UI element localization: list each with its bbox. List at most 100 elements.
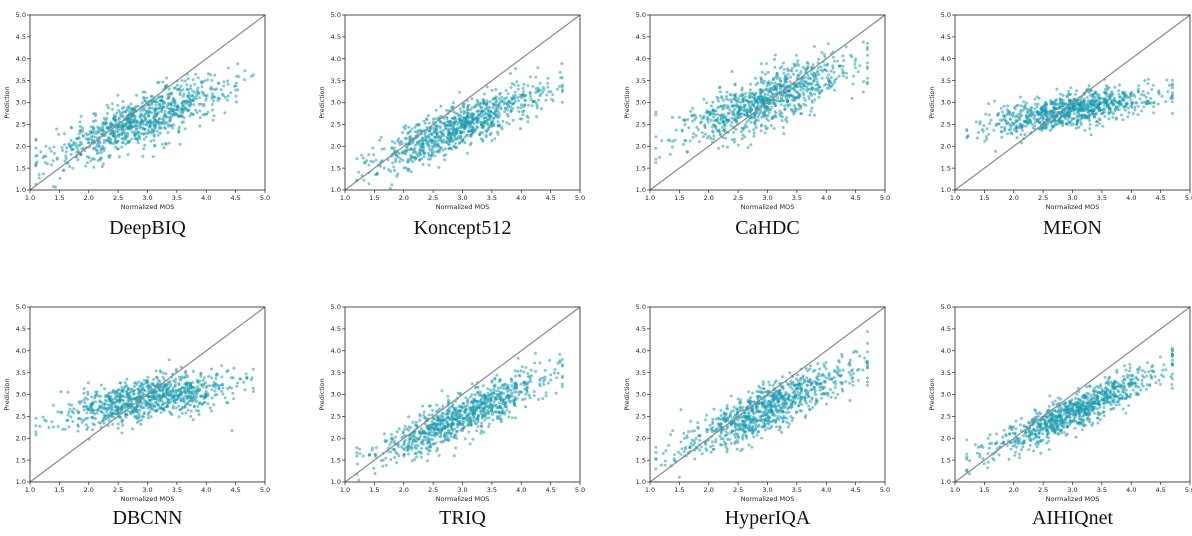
data-point bbox=[200, 85, 204, 89]
data-point bbox=[498, 92, 501, 96]
data-point bbox=[519, 127, 522, 131]
data-point bbox=[163, 126, 166, 130]
data-point bbox=[485, 416, 489, 420]
data-point bbox=[498, 105, 502, 109]
data-point bbox=[178, 142, 182, 146]
data-point bbox=[196, 404, 200, 408]
data-point bbox=[517, 110, 521, 113]
data-point bbox=[79, 114, 83, 118]
data-point bbox=[61, 149, 64, 152]
data-point bbox=[67, 143, 71, 147]
data-point bbox=[210, 388, 214, 392]
x-tick-label: 2.0 bbox=[84, 194, 94, 202]
data-point bbox=[1066, 93, 1070, 96]
data-point bbox=[1003, 125, 1007, 129]
data-point bbox=[983, 139, 987, 143]
data-point bbox=[772, 127, 776, 130]
data-point bbox=[86, 408, 90, 412]
data-point bbox=[445, 141, 449, 145]
data-point bbox=[154, 97, 158, 101]
data-point bbox=[158, 407, 162, 411]
data-point bbox=[162, 378, 166, 381]
data-point bbox=[203, 112, 207, 116]
data-point bbox=[486, 122, 490, 126]
data-point bbox=[417, 122, 421, 126]
data-point bbox=[174, 406, 178, 410]
data-point bbox=[413, 143, 417, 147]
data-point bbox=[506, 390, 510, 394]
data-point bbox=[407, 415, 411, 419]
data-point bbox=[99, 409, 103, 413]
data-point bbox=[491, 102, 495, 106]
data-point bbox=[469, 133, 473, 137]
data-point bbox=[71, 419, 75, 423]
data-point bbox=[817, 95, 821, 99]
data-point bbox=[1006, 104, 1010, 108]
data-point bbox=[1103, 87, 1107, 91]
data-point bbox=[691, 119, 695, 123]
data-point bbox=[97, 129, 101, 133]
data-point bbox=[690, 113, 694, 117]
data-point bbox=[769, 124, 773, 127]
data-point bbox=[379, 135, 383, 139]
data-point bbox=[671, 139, 675, 143]
data-point bbox=[435, 124, 439, 128]
data-point bbox=[471, 128, 475, 132]
data-point bbox=[110, 102, 114, 106]
data-point bbox=[438, 137, 442, 141]
data-point bbox=[786, 67, 789, 71]
data-point bbox=[92, 129, 96, 133]
data-point bbox=[502, 387, 506, 391]
data-point bbox=[188, 114, 192, 118]
data-point bbox=[103, 402, 107, 406]
data-point bbox=[691, 135, 695, 139]
data-point bbox=[850, 96, 854, 100]
data-point bbox=[819, 65, 823, 69]
data-point bbox=[680, 129, 684, 133]
data-point bbox=[202, 104, 206, 108]
data-point bbox=[755, 111, 758, 115]
data-point bbox=[773, 65, 777, 69]
scatter-plot-koncept512: 1.01.01.51.52.02.02.52.53.03.03.53.54.04… bbox=[318, 11, 585, 211]
data-point bbox=[407, 168, 411, 171]
data-point bbox=[489, 131, 493, 135]
data-point bbox=[782, 84, 786, 88]
data-point bbox=[1040, 126, 1044, 130]
data-point bbox=[225, 401, 229, 404]
data-point bbox=[854, 57, 858, 61]
data-point bbox=[518, 94, 522, 97]
data-point bbox=[740, 88, 744, 92]
data-point bbox=[711, 100, 715, 104]
data-point bbox=[780, 119, 784, 123]
data-point bbox=[1105, 85, 1109, 89]
data-point bbox=[749, 88, 752, 92]
data-point bbox=[796, 74, 800, 77]
data-point bbox=[120, 145, 124, 149]
data-point bbox=[179, 89, 183, 93]
data-point bbox=[466, 108, 470, 112]
data-point bbox=[1136, 104, 1140, 108]
data-point bbox=[1124, 104, 1128, 108]
data-point bbox=[775, 88, 779, 92]
data-point bbox=[52, 151, 56, 155]
data-point bbox=[812, 77, 816, 81]
data-point bbox=[790, 108, 793, 111]
data-point bbox=[813, 92, 817, 96]
y-tick-label: 4.0 bbox=[16, 347, 26, 355]
data-point bbox=[853, 59, 857, 63]
data-point bbox=[996, 122, 1000, 126]
data-point bbox=[191, 380, 195, 384]
data-point bbox=[1113, 107, 1117, 111]
data-point bbox=[202, 383, 206, 386]
data-point bbox=[39, 150, 43, 154]
data-point bbox=[101, 127, 105, 130]
data-point bbox=[480, 429, 484, 433]
data-point bbox=[781, 125, 785, 129]
data-point bbox=[102, 138, 106, 142]
y-tick-label: 5.0 bbox=[331, 11, 341, 19]
data-point bbox=[735, 100, 739, 104]
data-point bbox=[124, 405, 128, 409]
data-point bbox=[147, 387, 151, 391]
data-point bbox=[172, 394, 176, 397]
data-point bbox=[98, 157, 102, 161]
